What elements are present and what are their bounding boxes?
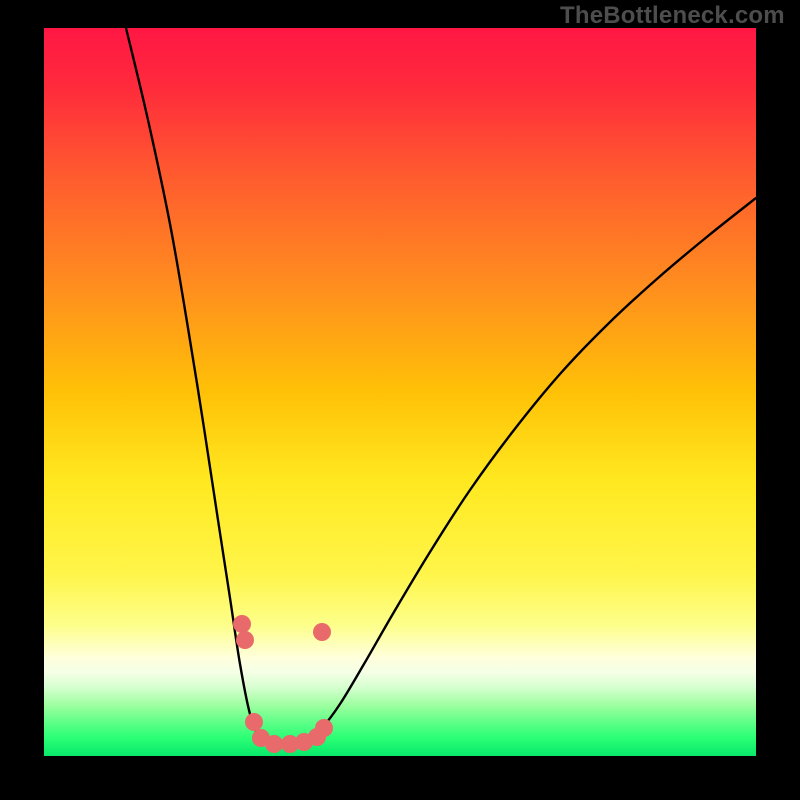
watermark-text: TheBottleneck.com <box>560 2 785 29</box>
data-marker <box>313 623 331 641</box>
data-marker <box>245 713 263 731</box>
data-marker <box>315 719 333 737</box>
watermark: TheBottleneck.com <box>560 2 785 30</box>
plot-area <box>44 28 756 756</box>
data-marker <box>233 615 251 633</box>
data-marker <box>265 735 283 753</box>
plot-svg <box>44 28 756 756</box>
data-marker <box>236 631 254 649</box>
